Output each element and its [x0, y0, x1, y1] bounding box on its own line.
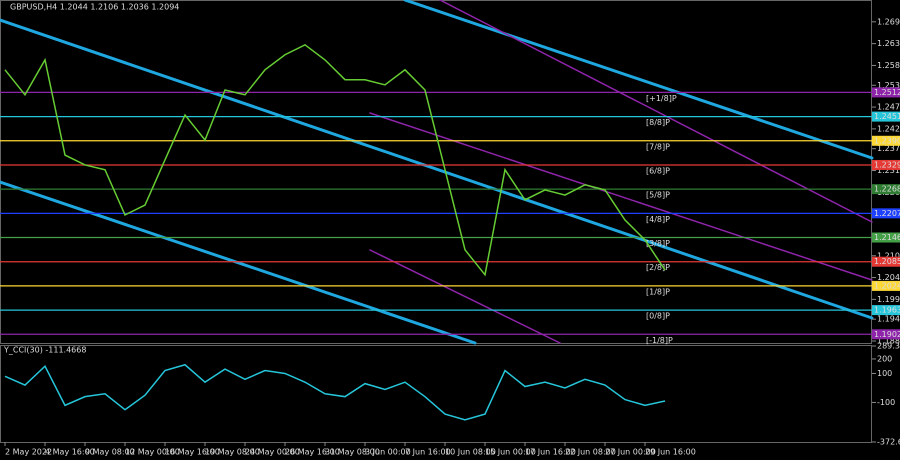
level-value: 1.2207 — [874, 209, 900, 218]
x-tick-label: 10 Jun 08:00 — [445, 448, 496, 457]
x-tick-label: 17 Jun 16:00 — [525, 448, 576, 457]
level-name: [7/8]P — [646, 142, 670, 151]
chart-title: GBPUSD,H4 1.2044 1.2106 1.2036 1.2094 — [10, 3, 179, 12]
level-tag — [872, 184, 900, 195]
channel-line — [0, 180, 477, 345]
x-tick-label: 29 Jun 16:00 — [645, 448, 696, 457]
level-value: 1.2268 — [874, 185, 900, 194]
x-tick-label: 27 Jun 00:00 — [605, 448, 656, 457]
x-tick-label: 3 Jun 00:00 — [365, 448, 411, 457]
channel-line — [439, 0, 873, 223]
level-tag — [872, 305, 900, 316]
level-value: 1.2146 — [874, 233, 900, 242]
y-tick-label: 1.2690 — [877, 17, 900, 26]
level-value: 1.2451 — [874, 112, 900, 121]
level-tag — [872, 329, 900, 340]
x-tick-label: 15 Jun 00:00 — [485, 448, 536, 457]
level-tag — [872, 208, 900, 219]
level-tag — [872, 135, 900, 146]
level-name: [6/8]P — [646, 166, 670, 175]
level-tag — [872, 256, 900, 267]
level-tag — [872, 280, 900, 291]
x-tick-label: 31 May 08:00 — [325, 448, 380, 457]
y-tick-label: 289.3072 — [877, 342, 900, 351]
level-tag — [872, 232, 900, 243]
level-value: 1.1902 — [874, 330, 900, 339]
x-tick-label: 4 May 16:00 — [45, 448, 95, 457]
x-tick-label: 16 May 16:00 — [165, 448, 220, 457]
level-value: 1.2085 — [874, 257, 900, 266]
y-tick-label: 100 — [877, 369, 892, 378]
level-tag — [872, 111, 900, 122]
y-tick-label: 1.1990 — [877, 295, 900, 304]
level-name: [4/8]P — [646, 215, 670, 224]
y-tick-label: 1.2475 — [877, 103, 900, 112]
y-tick-label: 1.1940 — [877, 315, 900, 324]
level-value: 1.2329 — [874, 160, 900, 169]
channel-line — [0, 18, 874, 320]
y-tick-label: 1.2635 — [877, 39, 900, 48]
y-tick-label: 1.2580 — [877, 61, 900, 70]
level-name: [8/8]P — [646, 118, 670, 127]
series-line — [4, 43, 666, 277]
x-tick-label: 19 May 08:00 — [205, 448, 260, 457]
level-name: [5/8]P — [646, 191, 670, 200]
x-tick-label: 7 Jun 16:00 — [405, 448, 451, 457]
level-value: 1.2512 — [874, 88, 900, 97]
x-tick-label: 9 May 08:00 — [85, 448, 135, 457]
channels — [0, 0, 874, 345]
y-tick-label: 1.2420 — [877, 124, 900, 133]
y-tick-label: 1.1885 — [877, 337, 900, 346]
level-name: [+1/8]P — [646, 94, 677, 103]
x-tick-label: 24 May 00:00 — [245, 448, 300, 457]
channel-line — [403, 0, 874, 160]
y-tick-label: 200 — [877, 354, 892, 363]
y-tick-label: 1.2370 — [877, 144, 900, 153]
cci-title: Y_CCI(30) -111.4668 — [3, 346, 86, 355]
level-name: [3/8]P — [646, 239, 670, 248]
y-tick-label: 1.2530 — [877, 81, 900, 90]
cci-frame — [0, 345, 872, 443]
level-value: 1.2024 — [874, 281, 900, 290]
x-tick-label: 12 May 00:00 — [125, 448, 180, 457]
y-tick-label: -372.6108 — [877, 438, 900, 447]
y-tick-label: -100 — [877, 398, 895, 407]
level-tag — [872, 159, 900, 170]
y-tick-label: 1.2045 — [877, 273, 900, 282]
y-tick-label: 1.2100 — [877, 251, 900, 260]
main-frame — [0, 0, 872, 344]
y-tick-label: 1.2315 — [877, 166, 900, 175]
level-name: [1/8]P — [646, 287, 670, 296]
x-tick-label: 26 May 16:00 — [285, 448, 340, 457]
series-line — [4, 363, 666, 421]
x-tick-label: 2 May 2022 — [5, 448, 52, 457]
level-name: [0/8]P — [646, 312, 670, 321]
level-tag — [872, 87, 900, 98]
level-name: [-1/8]P — [646, 336, 673, 345]
level-value: 1.1963 — [874, 306, 900, 315]
level-name: [2/8]P — [646, 263, 670, 272]
channel-line — [369, 249, 561, 344]
x-tick-label: 22 Jun 08:00 — [565, 448, 616, 457]
level-value: 1.2390 — [874, 136, 900, 145]
